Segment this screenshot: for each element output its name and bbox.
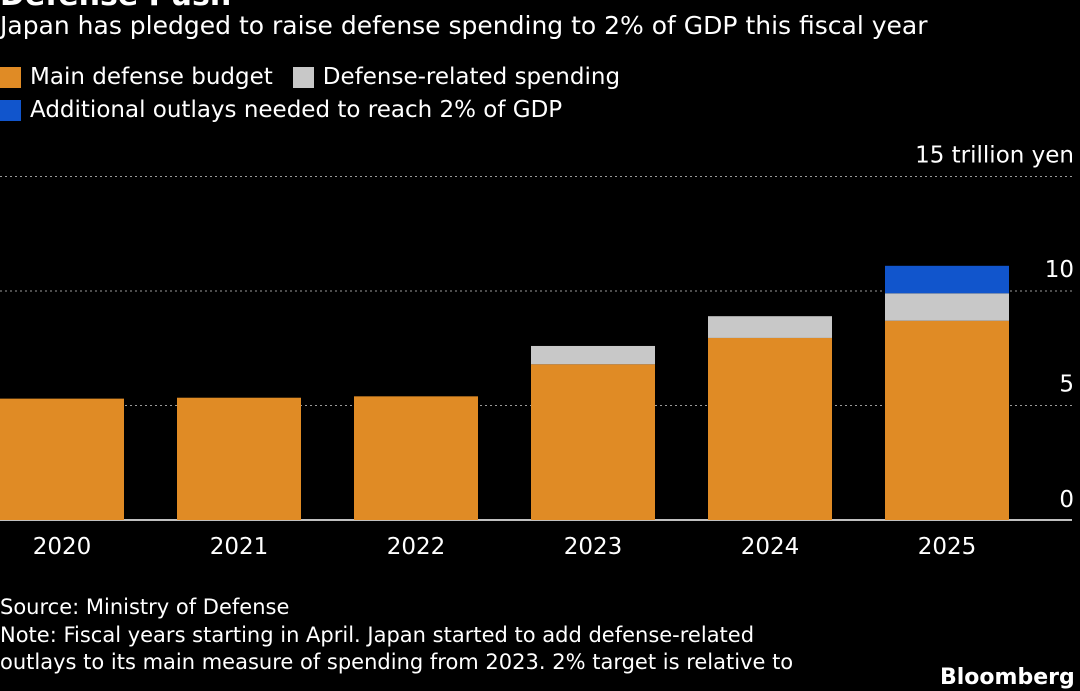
legend-swatch-main-budget bbox=[0, 66, 21, 88]
bar-2025-series-2 bbox=[885, 265, 1009, 294]
bar-2020-series-0 bbox=[0, 398, 124, 520]
bar-2025-series-0 bbox=[885, 320, 1009, 520]
legend-item-defense-related: Defense-related spending bbox=[292, 62, 621, 92]
legend-label-main-budget: Main defense budget bbox=[30, 64, 273, 90]
legend-label-defense-related: Defense-related spending bbox=[322, 64, 621, 90]
y-tick-label-0: 0 bbox=[1059, 487, 1074, 513]
legend-item-main-budget: Main defense budget bbox=[0, 62, 273, 92]
bar-chart: 0 5 10 15 trillion yen 2020 2021 2022 2023 2024 2… bbox=[0, 143, 1074, 561]
bar-2023-series-1 bbox=[531, 345, 655, 365]
y-tick-label-15: 15 trillion yen bbox=[915, 143, 1074, 169]
brand-logo: Bloomberg bbox=[940, 665, 1075, 690]
x-tick-label-2025: 2025 bbox=[918, 534, 977, 560]
footnote-line-2: outlays to its main measure of spending … bbox=[0, 650, 794, 674]
legend-row-1: Main defense budget Defense-related spen… bbox=[0, 62, 640, 92]
chart-subtitle: Japan has pledged to raise defense spend… bbox=[0, 11, 928, 40]
source-note: Source: Ministry of Defense bbox=[0, 595, 290, 619]
x-tick-label-2023: 2023 bbox=[564, 534, 623, 560]
bar-2023-series-0 bbox=[531, 364, 655, 520]
axis-labels: 0 5 10 15 trillion yen 2020 2021 2022 2023 2024 2… bbox=[33, 143, 1074, 561]
legend-swatch-defense-related bbox=[292, 66, 314, 88]
footnote-line-1: Note: Fiscal years starting in April. Ja… bbox=[0, 623, 755, 647]
x-tick-label-2020: 2020 bbox=[33, 534, 92, 560]
legend-item-additional-outlays: Additional outlays needed to reach 2% of… bbox=[0, 95, 562, 125]
bar-2024-series-1 bbox=[708, 316, 832, 338]
bar-2024-series-0 bbox=[708, 337, 832, 520]
bar-2021-series-0 bbox=[177, 397, 301, 520]
legend-row-2: Additional outlays needed to reach 2% of… bbox=[0, 95, 582, 125]
legend-swatch-additional-outlays bbox=[0, 99, 21, 121]
x-tick-label-2021: 2021 bbox=[210, 534, 269, 560]
y-tick-label-5: 5 bbox=[1059, 372, 1074, 398]
bars bbox=[0, 265, 1009, 520]
bar-2025-series-1 bbox=[885, 293, 1009, 321]
y-tick-label-10: 10 bbox=[1045, 257, 1074, 283]
x-tick-label-2024: 2024 bbox=[741, 534, 800, 560]
bar-2022-series-0 bbox=[354, 396, 478, 520]
x-tick-label-2022: 2022 bbox=[387, 534, 446, 560]
legend-label-additional-outlays: Additional outlays needed to reach 2% of… bbox=[30, 97, 563, 123]
chart-title: Defense Push bbox=[0, 0, 231, 13]
